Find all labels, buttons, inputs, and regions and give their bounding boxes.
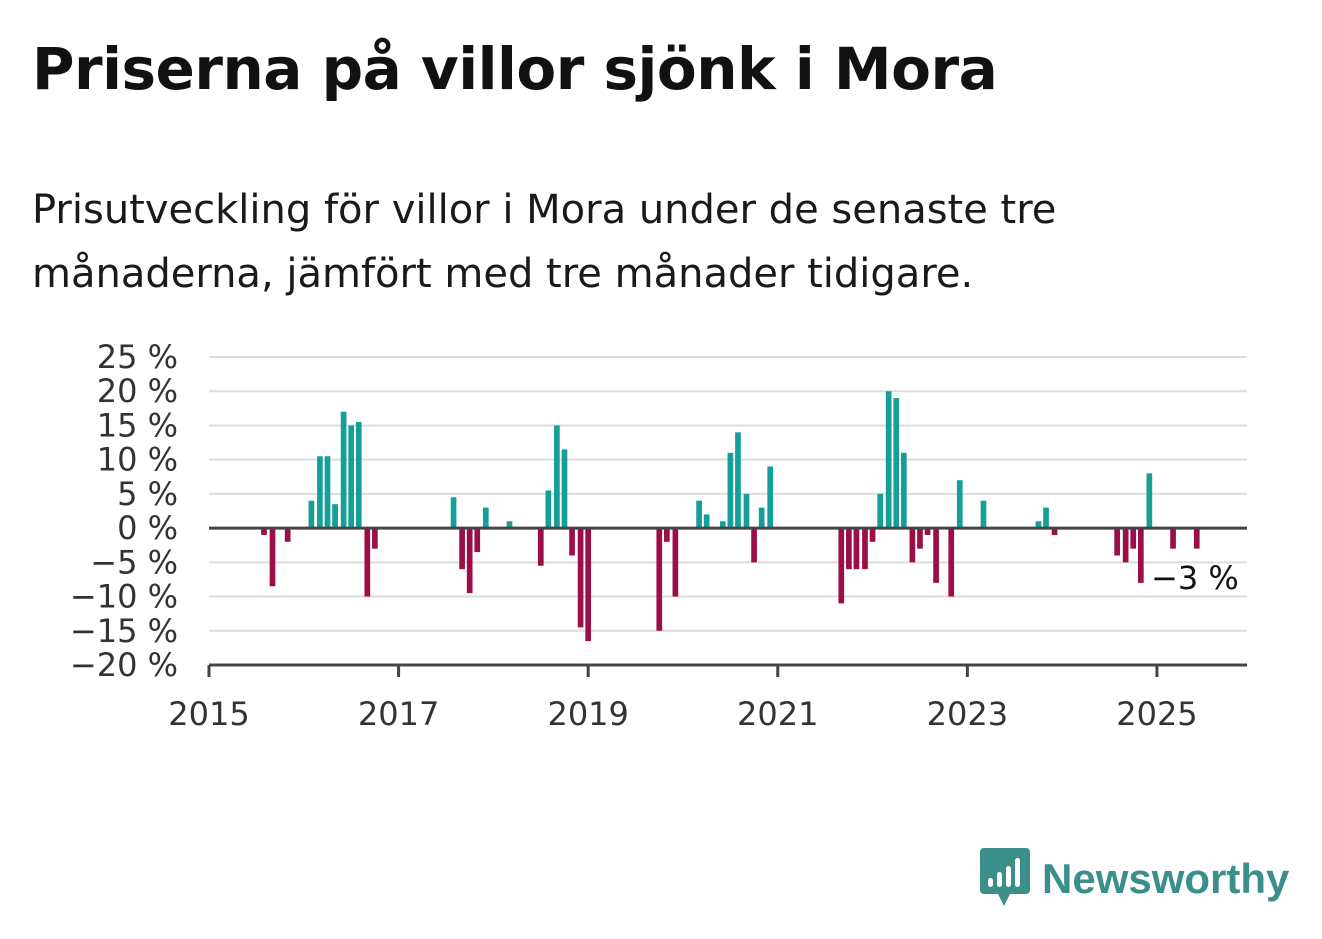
y-tick-label: 10 % [97, 441, 178, 479]
bar-positive [332, 504, 338, 529]
x-tick-label: 2025 [1116, 695, 1197, 733]
bar-positive [1035, 521, 1042, 529]
bar-positive [554, 425, 560, 529]
bar-negative [261, 528, 267, 535]
chart-subtitle: Prisutveckling för villor i Mora under d… [32, 187, 1057, 297]
bar-negative [853, 528, 860, 570]
bar-negative [1122, 528, 1129, 563]
bar-negative [948, 528, 955, 597]
bar-positive [482, 507, 489, 529]
x-tick-label: 2015 [168, 695, 249, 733]
bar-positive [1146, 473, 1153, 529]
y-tick-label: −20 % [70, 646, 178, 684]
bar-negative [846, 528, 852, 570]
y-tick-label: 0 % [117, 509, 178, 547]
bar-positive [506, 521, 513, 529]
bar-negative [466, 528, 473, 594]
bars [261, 391, 1200, 642]
bar-negative [569, 528, 575, 556]
x-tick-label: 2017 [358, 695, 439, 733]
x-tick-label: 2021 [737, 695, 818, 733]
bar-negative [1051, 528, 1058, 535]
bar-positive [1043, 507, 1049, 529]
bar-negative [869, 528, 876, 542]
bar-negative [1130, 528, 1137, 549]
bar-negative [577, 528, 584, 628]
bar-positive [727, 452, 734, 529]
bar-negative [585, 528, 592, 642]
y-tick-label: 15 % [97, 406, 178, 444]
bar-negative [1137, 528, 1144, 583]
bar-positive [317, 456, 323, 529]
y-tick-label: −15 % [70, 612, 178, 650]
bar-positive [980, 500, 987, 529]
bar-positive [340, 411, 347, 529]
bar-positive [450, 497, 457, 529]
y-tick-label: −5 % [90, 543, 178, 581]
bar-negative [672, 528, 679, 597]
bar-positive [893, 398, 900, 529]
bar-positive [767, 466, 774, 529]
bar-positive [324, 456, 331, 529]
bar-positive [545, 490, 552, 529]
bar-negative [474, 528, 481, 553]
bar-negative [909, 528, 916, 563]
bar-positive [735, 432, 741, 529]
bar-negative [1170, 528, 1176, 549]
bar-negative [933, 528, 939, 583]
bar-positive [885, 391, 892, 529]
bar-negative [862, 528, 868, 570]
bar-negative [284, 528, 291, 542]
bar-positive [355, 422, 362, 529]
bar-positive [758, 507, 765, 529]
bar-negative [372, 528, 378, 549]
bar-negative [656, 528, 663, 631]
brand: Newsworthy [980, 848, 1289, 910]
bar-negative [838, 528, 845, 604]
bar-positive [956, 480, 963, 529]
axes [207, 526, 1247, 677]
bar-negative [1193, 528, 1200, 549]
bar-negative [924, 528, 931, 535]
bar-positive [743, 493, 750, 529]
tick-labels: 25 %20 %15 %10 %5 %0 %−5 %−10 %−15 %−20 … [70, 338, 1239, 733]
bar-positive [308, 500, 315, 529]
latest-value-label: −3 % [1151, 559, 1239, 597]
bar-negative [664, 528, 670, 542]
chart-title: Priserna på villor sjönk i Mora [32, 35, 998, 103]
bar-positive [696, 500, 702, 529]
bar-negative [1114, 528, 1120, 556]
bar-positive [561, 449, 568, 529]
bar-positive [703, 514, 710, 529]
y-tick-label: 25 % [97, 338, 178, 376]
x-tick-label: 2023 [927, 695, 1008, 733]
y-tick-label: 20 % [97, 372, 178, 410]
bar-negative [364, 528, 371, 597]
brand-name: Newsworthy [1042, 855, 1290, 902]
y-tick-label: 5 % [117, 475, 178, 513]
y-tick-label: −10 % [70, 578, 178, 616]
bar-positive [877, 493, 883, 529]
bar-positive [719, 521, 726, 529]
bar-positive [348, 425, 355, 529]
bar-negative [537, 528, 544, 566]
bar-negative [917, 528, 923, 549]
bar-negative [269, 528, 276, 587]
newsworthy-logo-icon [980, 848, 1030, 906]
bar-positive [901, 452, 907, 529]
x-tick-label: 2019 [547, 695, 628, 733]
bar-negative [459, 528, 465, 570]
bar-negative [751, 528, 757, 563]
